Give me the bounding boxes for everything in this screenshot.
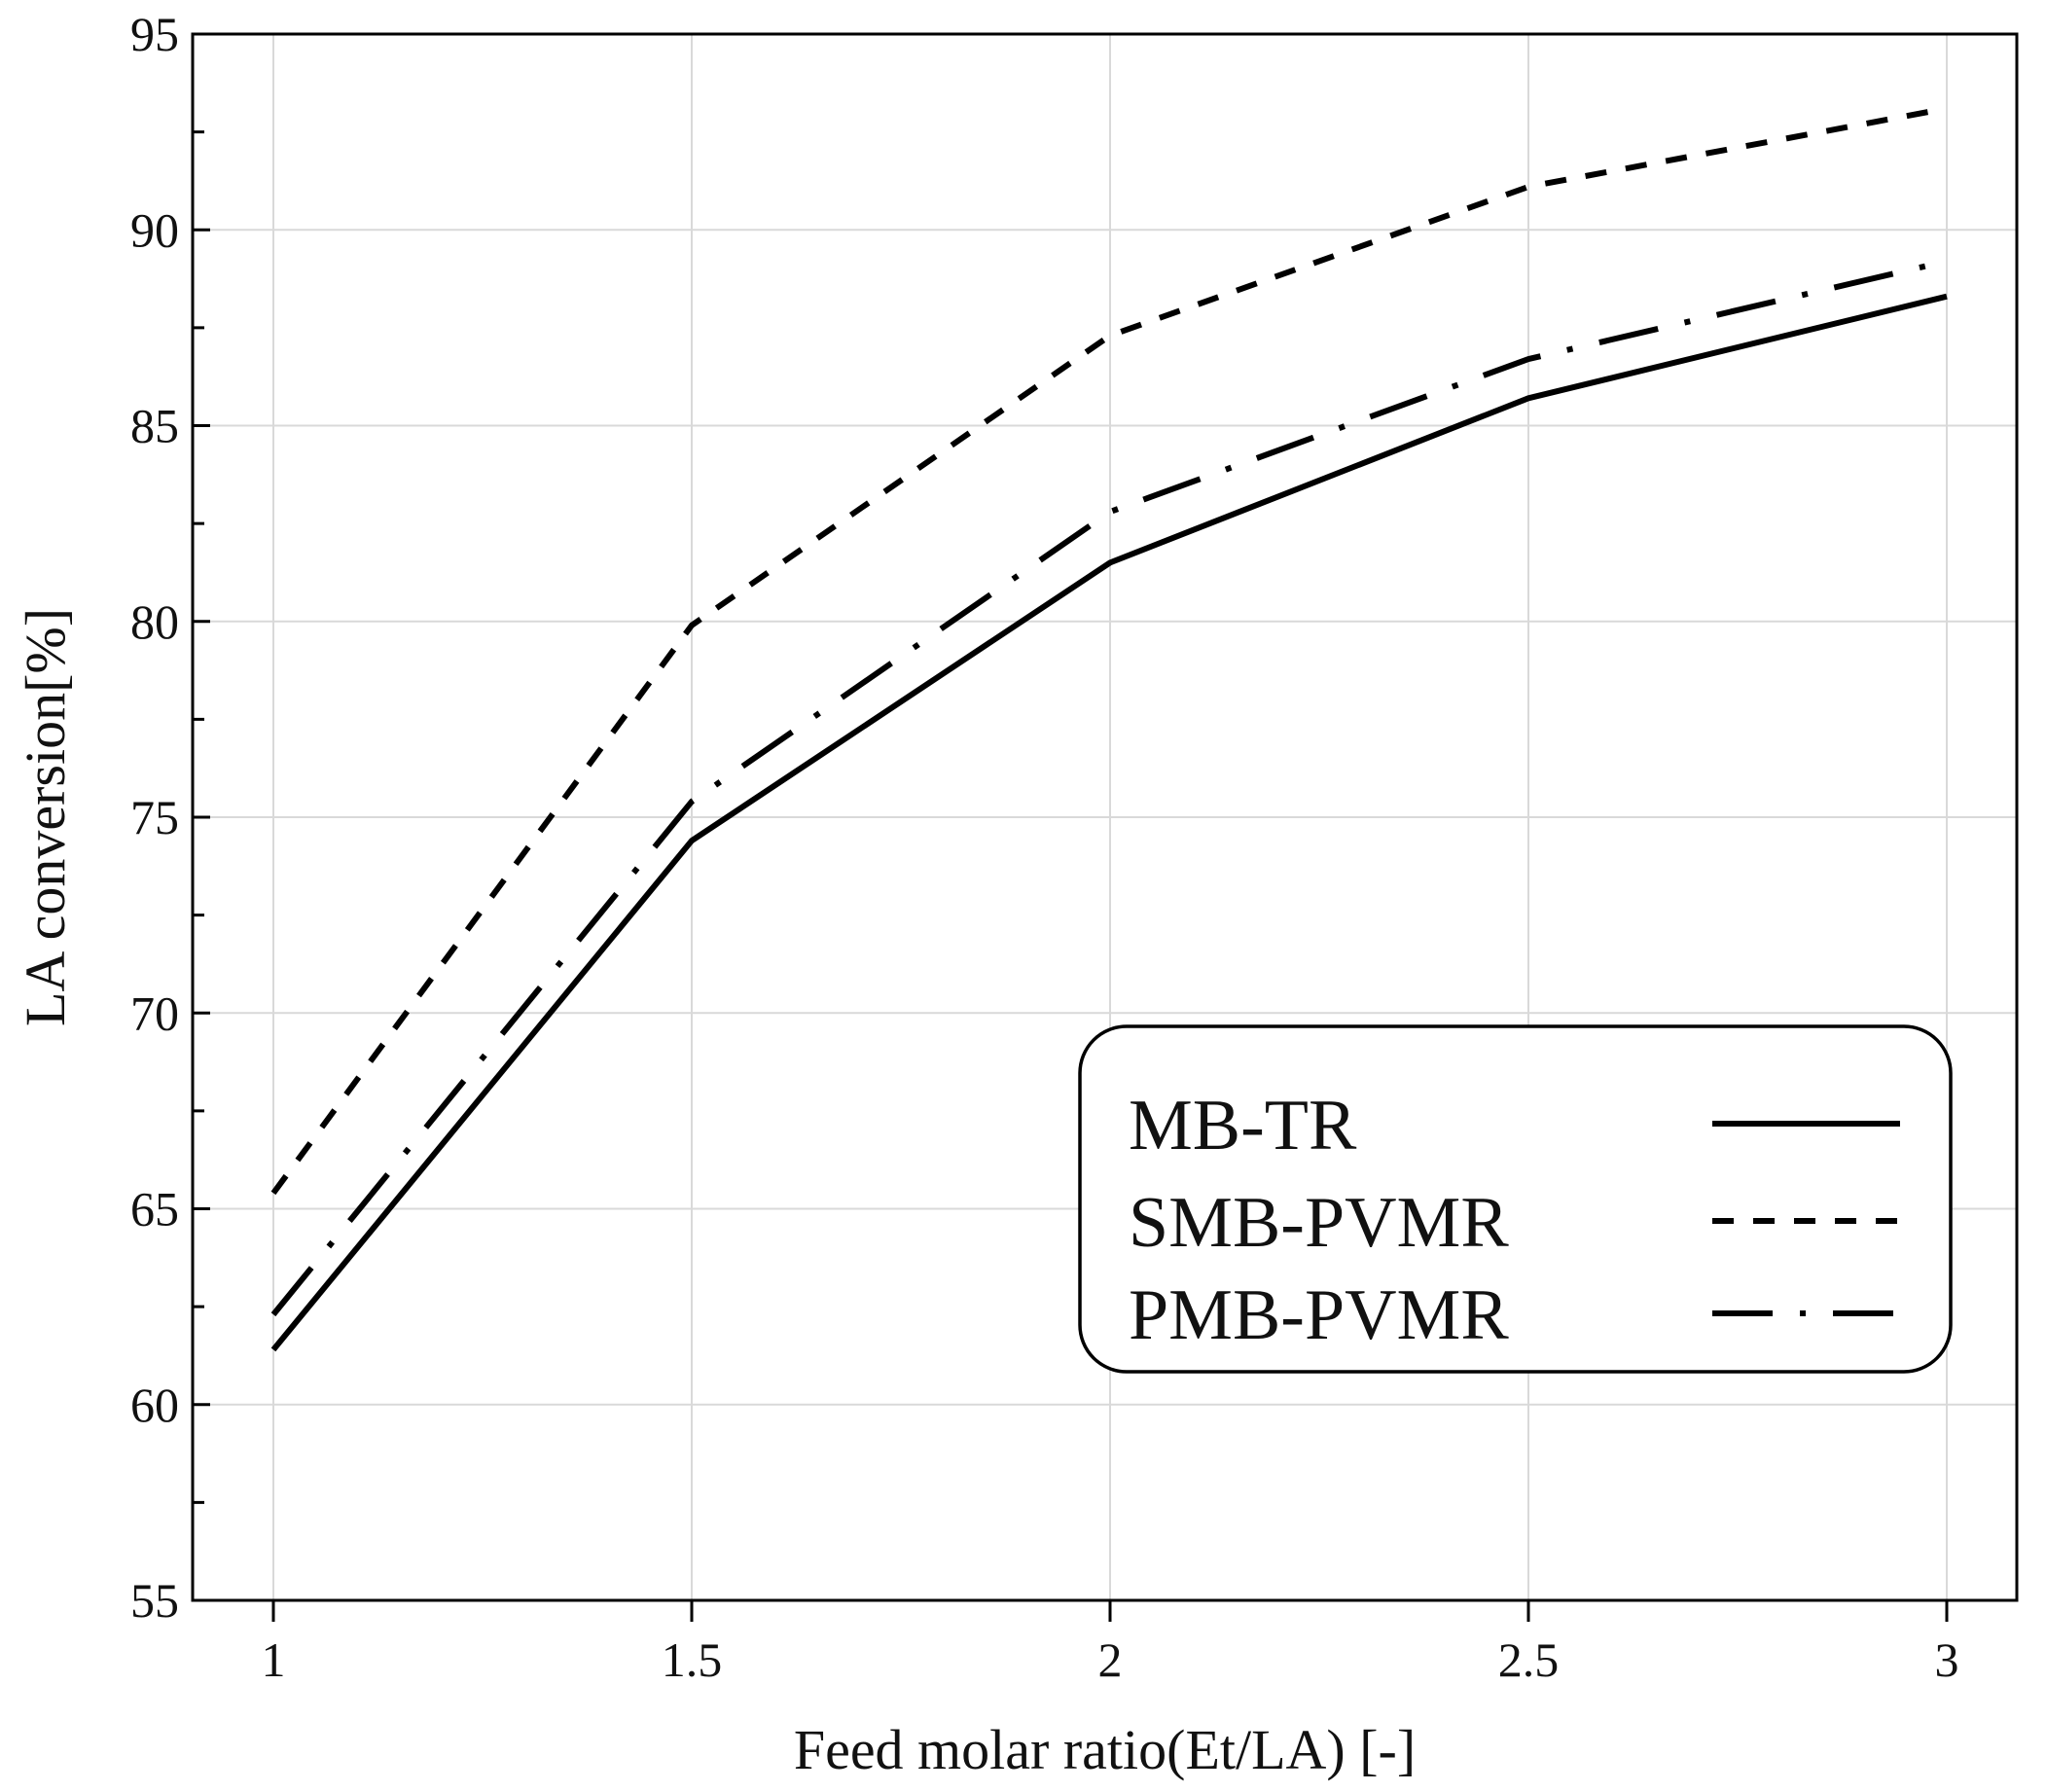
x-axis-label: Feed molar ratio(Et/LA) [-]: [794, 1718, 1416, 1781]
x-tick-label: 1: [262, 1632, 286, 1687]
x-tick-label: 3: [1935, 1632, 1959, 1687]
x-tick-label: 2: [1098, 1632, 1123, 1687]
y-tick-label: 85: [130, 399, 179, 453]
x-tick-label: 1.5: [662, 1632, 723, 1687]
y-tick-label: 55: [130, 1573, 179, 1628]
tick-labels: 1 1.5 2 2.5 3 55 60 65 70 75 80 85 90 95: [130, 7, 1959, 1687]
y-axis-label: LA conversion[%]: [14, 608, 77, 1026]
series-line-mb-tr: [270, 293, 1948, 1352]
y-tick-label: 95: [130, 7, 179, 61]
legend-label: SMB-PVMR: [1129, 1183, 1509, 1263]
y-tick-label: 60: [130, 1378, 179, 1432]
y-tick-label: 75: [130, 790, 179, 844]
legend-label: PMB-PVMR: [1129, 1275, 1509, 1355]
plot-frame: [191, 32, 2019, 1602]
series-layer: [270, 105, 1948, 1352]
legend-box: [1078, 1024, 1953, 1374]
x-tick-label: 2.5: [1498, 1632, 1560, 1687]
minor-ticks: [193, 32, 1949, 1622]
legend: MB-TR SMB-PVMR PMB-PVMR: [1078, 1024, 1953, 1374]
series-line-smb-pvmr: [270, 105, 1948, 1196]
y-tick-label: 65: [130, 1182, 179, 1236]
legend-label: MB-TR: [1129, 1086, 1357, 1165]
y-tick-label: 70: [130, 986, 179, 1040]
y-tick-label: 80: [130, 594, 179, 649]
y-tick-label: 90: [130, 202, 179, 257]
